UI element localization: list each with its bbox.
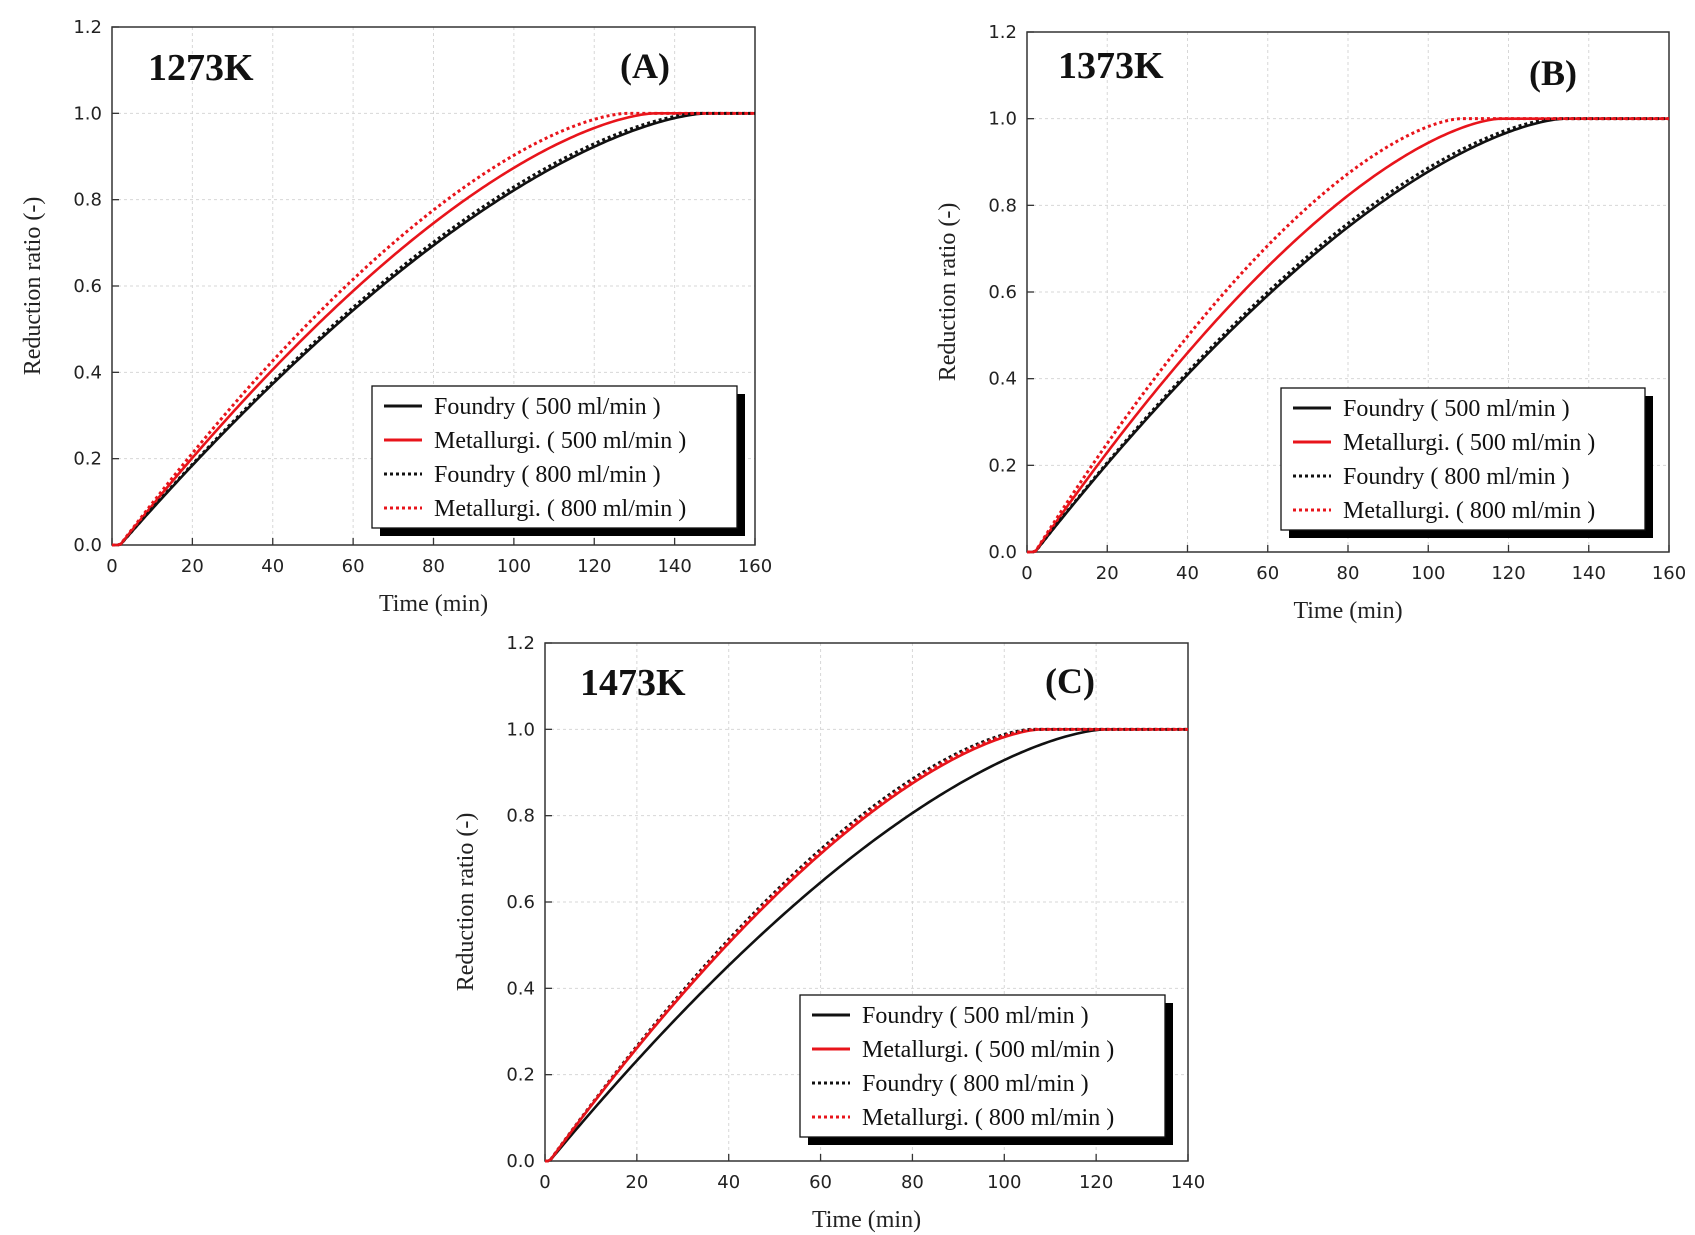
legend-label-1: Metallurgi. ( 500 ml/min ) bbox=[434, 428, 686, 454]
x-axis-title: Time (min) bbox=[379, 591, 488, 617]
x-tick-label: 100 bbox=[497, 556, 531, 577]
legend-label-0: Foundry ( 500 ml/min ) bbox=[862, 1003, 1089, 1029]
x-tick-label: 20 bbox=[625, 1172, 648, 1193]
panel-temperature: 1273K bbox=[148, 47, 254, 89]
y-axis-title: Reduction ratio (-) bbox=[453, 813, 479, 992]
x-tick-label: 120 bbox=[577, 556, 611, 577]
x-tick-label: 40 bbox=[1176, 563, 1199, 584]
x-tick-label: 120 bbox=[1491, 563, 1525, 584]
y-tick-label: 0.0 bbox=[73, 535, 102, 556]
y-tick-label: 1.2 bbox=[988, 22, 1017, 43]
y-tick-label: 0.8 bbox=[73, 190, 102, 211]
panel-temperature: 1473K bbox=[580, 662, 686, 704]
x-axis-title: Time (min) bbox=[812, 1207, 921, 1233]
y-tick-label: 0.4 bbox=[988, 369, 1017, 390]
legend-label-3: Metallurgi. ( 800 ml/min ) bbox=[1343, 498, 1595, 524]
series-line-2 bbox=[1027, 117, 1669, 554]
y-tick-label: 0.2 bbox=[73, 449, 102, 470]
y-tick-label: 0.6 bbox=[73, 276, 102, 297]
x-tick-label: 20 bbox=[181, 556, 204, 577]
legend-box bbox=[371, 385, 738, 529]
legend-label-2: Foundry ( 800 ml/min ) bbox=[1343, 464, 1570, 490]
series-line-0 bbox=[545, 728, 1188, 1163]
legend-label-3: Metallurgi. ( 800 ml/min ) bbox=[862, 1105, 1114, 1131]
x-tick-label: 160 bbox=[1652, 563, 1686, 584]
series-line-1 bbox=[112, 112, 755, 547]
x-axis-title: Time (min) bbox=[1293, 598, 1402, 624]
x-tick-label: 80 bbox=[422, 556, 445, 577]
y-tick-label: 0.8 bbox=[988, 195, 1017, 216]
y-tick-label: 0.6 bbox=[506, 892, 535, 913]
legend-box bbox=[1280, 387, 1646, 531]
legend-label-0: Foundry ( 500 ml/min ) bbox=[1343, 396, 1570, 422]
x-tick-label: 40 bbox=[717, 1172, 740, 1193]
x-tick-label: 20 bbox=[1096, 563, 1119, 584]
x-tick-label: 160 bbox=[738, 556, 772, 577]
y-tick-label: 0.0 bbox=[988, 542, 1017, 563]
x-tick-label: 140 bbox=[1572, 563, 1606, 584]
chart-panel-c: 0 20 40 60 80 100 120 140 0.0 0.2 0.4 0.6 0.8 1.0 1.2 T… bbox=[453, 633, 1205, 1233]
y-tick-label: 1.0 bbox=[988, 109, 1017, 130]
y-tick-label: 0.4 bbox=[73, 362, 102, 383]
y-tick-label: 1.2 bbox=[73, 17, 102, 38]
panel-label: (B) bbox=[1529, 53, 1577, 93]
y-tick-label: 0.8 bbox=[506, 806, 535, 827]
y-tick-label: 1.2 bbox=[506, 633, 535, 654]
legend-label-1: Metallurgi. ( 500 ml/min ) bbox=[862, 1037, 1114, 1063]
y-tick-label: 1.0 bbox=[506, 719, 535, 740]
legend-label-2: Foundry ( 800 ml/min ) bbox=[434, 462, 661, 488]
x-tick-label: 60 bbox=[1256, 563, 1279, 584]
y-tick-label: 0.2 bbox=[988, 455, 1017, 476]
x-tick-label: 0 bbox=[106, 556, 117, 577]
series-line-2 bbox=[112, 111, 755, 547]
panel-label: (C) bbox=[1045, 661, 1095, 701]
x-tick-label: 100 bbox=[987, 1172, 1021, 1193]
x-tick-label: 60 bbox=[342, 556, 365, 577]
x-tick-label: 100 bbox=[1411, 563, 1445, 584]
x-tick-label: 40 bbox=[261, 556, 284, 577]
legend-label-3: Metallurgi. ( 800 ml/min ) bbox=[434, 496, 686, 522]
x-tick-label: 140 bbox=[1171, 1172, 1205, 1193]
x-tick-label: 0 bbox=[539, 1172, 550, 1193]
legend-box bbox=[799, 994, 1166, 1138]
legend-label-0: Foundry ( 500 ml/min ) bbox=[434, 394, 661, 420]
x-tick-label: 80 bbox=[1337, 563, 1360, 584]
series-line-0 bbox=[112, 112, 755, 547]
legend-label-1: Metallurgi. ( 500 ml/min ) bbox=[1343, 430, 1595, 456]
x-tick-label: 120 bbox=[1079, 1172, 1113, 1193]
x-tick-label: 60 bbox=[809, 1172, 832, 1193]
x-tick-label: 0 bbox=[1021, 563, 1032, 584]
series-line-3 bbox=[1027, 117, 1669, 554]
y-axis-title: Reduction ratio (-) bbox=[935, 203, 961, 382]
x-tick-label: 140 bbox=[657, 556, 691, 577]
y-tick-label: 0.6 bbox=[988, 282, 1017, 303]
y-tick-label: 0.0 bbox=[506, 1151, 535, 1172]
series-line-3 bbox=[545, 727, 1188, 1163]
legend-label-2: Foundry ( 800 ml/min ) bbox=[862, 1071, 1089, 1097]
y-tick-label: 1.0 bbox=[73, 103, 102, 124]
x-tick-label: 80 bbox=[901, 1172, 924, 1193]
chart-panel-b: 0 20 40 60 80 100 120 140 160 0.0 0.2 0.4 0.6 0.8 1.0 1… bbox=[935, 22, 1686, 624]
y-tick-label: 0.4 bbox=[506, 978, 535, 999]
y-axis-title: Reduction ratio (-) bbox=[20, 197, 46, 376]
y-tick-label: 0.2 bbox=[506, 1065, 535, 1086]
panel-temperature: 1373K bbox=[1058, 45, 1164, 87]
panel-label: (A) bbox=[620, 46, 670, 86]
chart-panel-a: 0 20 40 60 80 100 120 140 160 0.0 0.2 0.4 0.6 0.8 1.0 1… bbox=[20, 17, 772, 617]
